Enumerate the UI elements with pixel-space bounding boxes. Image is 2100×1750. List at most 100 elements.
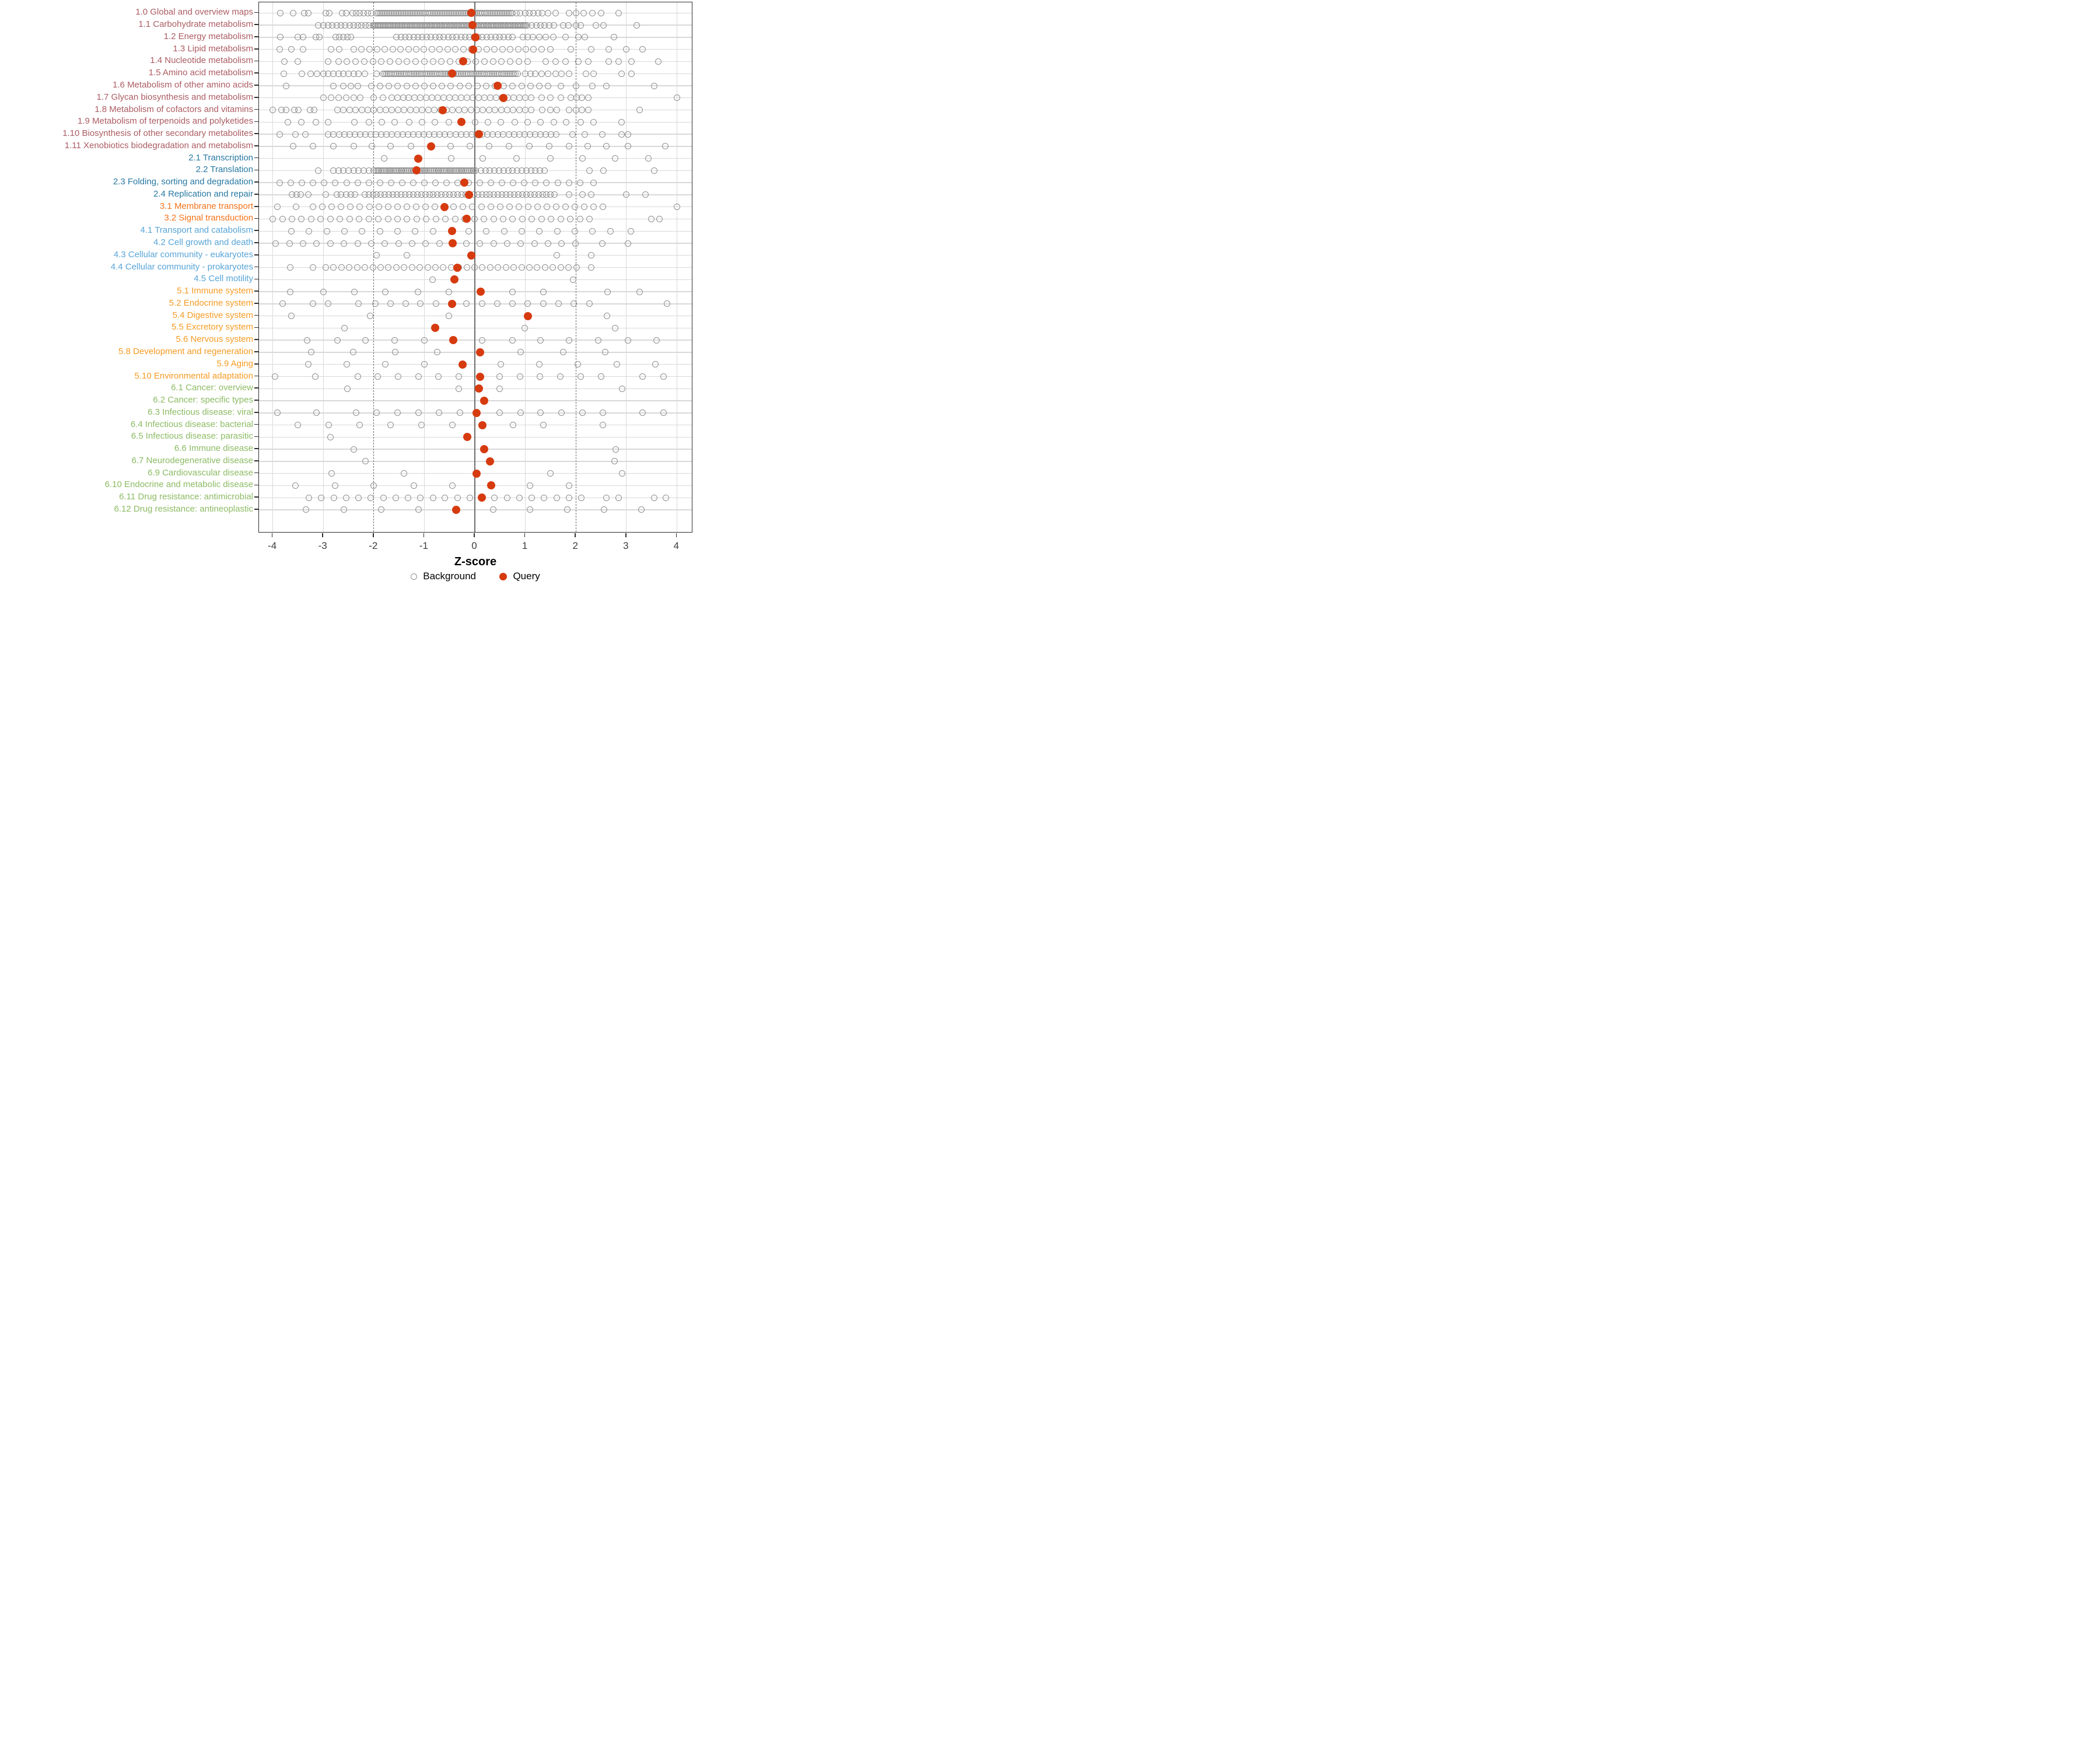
row-gridline: [259, 291, 692, 292]
query-dot: [426, 142, 435, 150]
background-dot: [540, 288, 547, 295]
background-dot: [276, 131, 284, 138]
background-dot: [563, 118, 570, 125]
background-dot: [389, 46, 396, 53]
background-dot: [565, 9, 572, 16]
background-dot: [320, 94, 327, 102]
background-dot: [547, 470, 554, 477]
background-dot: [387, 179, 394, 186]
background-dot: [496, 204, 503, 211]
background-dot: [572, 9, 579, 16]
background-dot: [405, 118, 412, 125]
background-dot: [579, 107, 586, 114]
background-dot: [310, 264, 317, 271]
background-dot: [537, 373, 544, 380]
query-dot: [464, 190, 473, 199]
background-dot: [466, 143, 473, 150]
background-dot: [352, 191, 359, 198]
category-label: 6.10 Endocrine and metabolic disease: [104, 480, 253, 490]
row-gridline: [259, 376, 692, 377]
background-dot: [566, 143, 573, 150]
background-dot: [565, 179, 572, 186]
background-dot: [540, 422, 547, 429]
background-dot: [373, 46, 380, 53]
background-dot: [362, 337, 369, 344]
background-dot: [628, 58, 635, 65]
background-dot: [382, 288, 389, 295]
y-tick-mark: [254, 194, 258, 195]
background-dot: [624, 337, 631, 344]
background-dot: [412, 228, 419, 235]
background-dot: [338, 204, 345, 211]
background-dot: [410, 482, 417, 489]
background-dot: [346, 107, 353, 114]
background-dot: [490, 215, 497, 222]
background-dot: [650, 82, 657, 89]
background-dot: [361, 70, 368, 77]
background-dot: [545, 143, 552, 150]
background-dot: [355, 70, 362, 77]
background-dot: [385, 264, 392, 271]
background-dot: [387, 422, 394, 429]
background-dot: [449, 482, 456, 489]
background-dot: [407, 107, 414, 114]
background-dot: [537, 410, 544, 416]
background-dot: [557, 264, 564, 271]
background-dot: [369, 58, 376, 65]
background-dot: [454, 494, 461, 501]
background-dot: [436, 46, 443, 53]
background-dot: [380, 494, 387, 501]
background-dot: [554, 228, 561, 235]
background-dot: [538, 107, 545, 114]
background-dot: [405, 46, 412, 53]
y-tick-mark: [254, 36, 258, 37]
background-dot: [524, 300, 531, 307]
row-gridline: [259, 364, 692, 365]
background-dot: [507, 58, 514, 65]
background-dot: [330, 494, 337, 501]
category-label: 1.10 Biosynthesis of other secondary met…: [62, 128, 253, 139]
background-dot: [516, 107, 523, 114]
background-dot: [615, 494, 622, 501]
category-label: 5.8 Development and regeneration: [118, 346, 253, 356]
background-dot: [295, 422, 302, 429]
background-dot: [455, 107, 462, 114]
background-dot: [277, 34, 284, 41]
background-dot: [415, 410, 422, 416]
query-dot: [453, 263, 461, 272]
query-dot: [523, 312, 532, 320]
background-dot: [356, 94, 363, 102]
background-dot: [538, 70, 545, 77]
background-dot: [432, 300, 439, 307]
background-dot: [359, 228, 366, 235]
background-dot: [509, 300, 516, 307]
background-dot: [354, 373, 361, 380]
background-dot: [550, 34, 556, 41]
background-dot: [384, 204, 391, 211]
background-dot: [552, 58, 559, 65]
category-label: 6.11 Drug resistance: antimicrobial: [119, 492, 253, 502]
background-dot: [443, 179, 450, 186]
background-dot: [286, 288, 293, 295]
background-dot: [455, 373, 462, 380]
background-dot: [362, 264, 369, 271]
background-dot: [368, 240, 374, 247]
background-dot: [553, 131, 560, 138]
background-dot: [369, 264, 376, 271]
background-dot: [524, 58, 531, 65]
background-dot: [323, 264, 330, 271]
background-dot: [383, 107, 390, 114]
background-dot: [429, 276, 436, 283]
background-dot: [598, 131, 606, 138]
row-gridline: [259, 400, 692, 401]
background-dot: [392, 494, 399, 501]
y-tick-mark: [254, 12, 258, 13]
background-dot: [413, 215, 420, 222]
legend-item-query: Query: [499, 570, 540, 582]
background-dot: [407, 143, 414, 150]
background-dot: [447, 143, 454, 150]
background-dot: [477, 179, 484, 186]
x-tick-mark: [322, 533, 323, 537]
background-dot: [341, 506, 348, 513]
background-dot: [403, 82, 410, 89]
